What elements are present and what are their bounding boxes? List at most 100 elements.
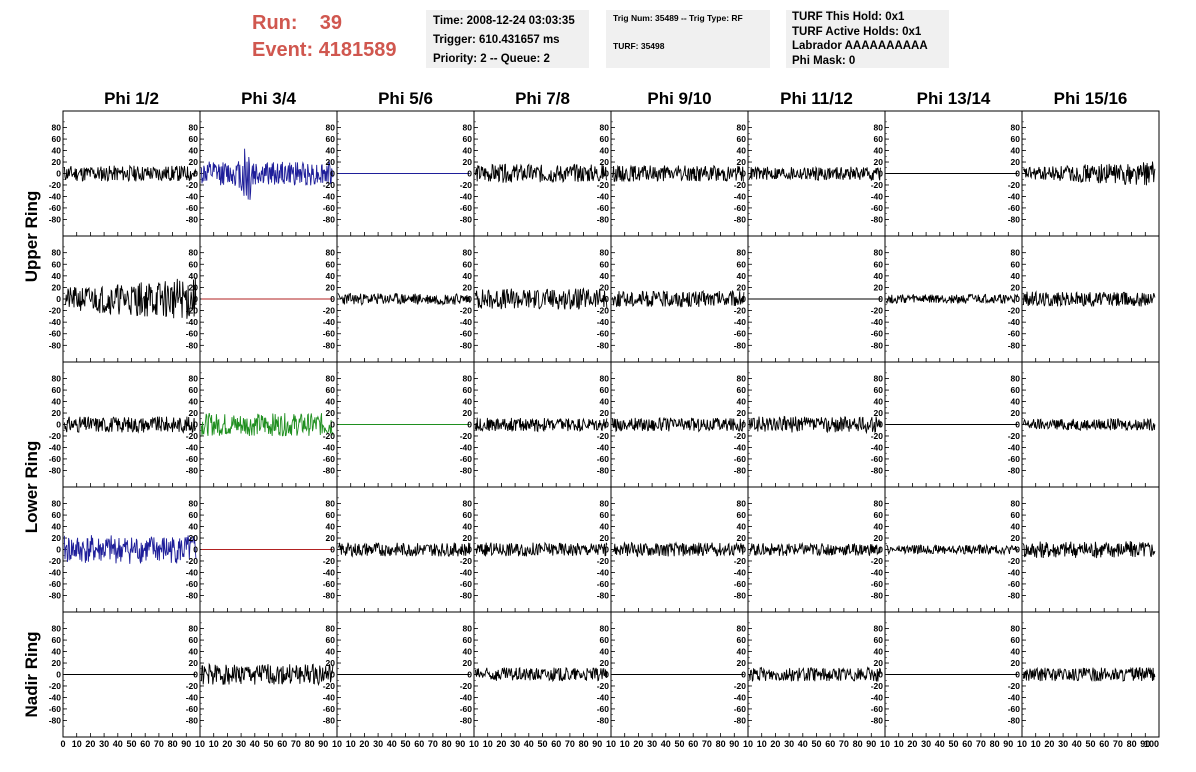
y-tick-label: -40 — [597, 692, 610, 702]
y-tick-label: -40 — [597, 567, 610, 577]
x-tick-label: 90 — [729, 739, 739, 749]
x-tick-label: 60 — [688, 739, 698, 749]
y-tick-label: -60 — [323, 454, 336, 464]
panel-frame — [747, 611, 886, 738]
y-tick-label: 80 — [737, 374, 747, 384]
y-tick-label: -20 — [460, 681, 473, 691]
y-tick-label: 80 — [874, 248, 884, 258]
y-tick-label: 40 — [600, 522, 610, 532]
y-tick-label: -60 — [49, 203, 62, 213]
waveform-trace — [474, 287, 608, 310]
y-tick-label: 20 — [600, 658, 610, 668]
y-tick-label: 60 — [1011, 635, 1021, 645]
y-tick-label: 0 — [1015, 545, 1020, 555]
y-tick-label: -60 — [734, 329, 747, 339]
y-tick-label: -80 — [871, 214, 884, 224]
y-tick-label: 20 — [737, 658, 747, 668]
y-tick-label: 80 — [874, 499, 884, 509]
x-tick-label: 10 — [195, 739, 205, 749]
y-tick-label: -20 — [1008, 306, 1021, 316]
y-tick-label: 80 — [463, 123, 473, 133]
column-header-8: Phi 15/16 — [1054, 89, 1128, 108]
y-tick-label: -80 — [597, 715, 610, 725]
y-tick-label: 60 — [600, 259, 610, 269]
x-tick-label: 70 — [428, 739, 438, 749]
y-tick-label: 40 — [1011, 271, 1021, 281]
y-tick-label: -40 — [734, 442, 747, 452]
y-tick-label: 20 — [737, 282, 747, 292]
waveform-trace — [200, 148, 334, 200]
x-tick-label: 80 — [305, 739, 315, 749]
y-tick-label: 0 — [1015, 670, 1020, 680]
y-tick-label: 80 — [1011, 374, 1021, 384]
y-tick-label: 0 — [330, 420, 335, 430]
waveform-trace — [1022, 666, 1156, 682]
y-tick-label: 80 — [737, 499, 747, 509]
y-tick-label: -20 — [871, 180, 884, 190]
y-tick-label: 40 — [463, 397, 473, 407]
y-tick-label: -60 — [734, 704, 747, 714]
y-tick-label: 40 — [737, 146, 747, 156]
y-tick-label: 60 — [737, 635, 747, 645]
column-header-6: Phi 11/12 — [780, 89, 853, 108]
y-tick-label: -80 — [49, 465, 62, 475]
turf-active-holds-text: TURF Active Holds: 0x1 — [792, 25, 922, 38]
y-tick-label: -20 — [1008, 556, 1021, 566]
y-tick-label: 20 — [463, 533, 473, 543]
y-tick-label: 80 — [1011, 248, 1021, 258]
y-tick-label: 0 — [330, 169, 335, 179]
x-tick-label: 0 — [60, 739, 65, 749]
y-tick-label: 80 — [737, 123, 747, 133]
y-tick-label: -20 — [871, 556, 884, 566]
x-tick-label: 80 — [168, 739, 178, 749]
y-tick-label: -80 — [323, 715, 336, 725]
y-tick-label: -80 — [323, 340, 336, 350]
y-tick-label: 0 — [467, 294, 472, 304]
y-tick-label: 0 — [467, 545, 472, 555]
y-tick-label: -40 — [597, 317, 610, 327]
y-tick-label: 20 — [326, 408, 336, 418]
y-tick-label: -60 — [871, 454, 884, 464]
y-tick-label: -20 — [1008, 431, 1021, 441]
run-row: Run: 39 — [252, 10, 397, 37]
x-tick-label: 50 — [674, 739, 684, 749]
y-tick-label: 40 — [189, 522, 199, 532]
y-tick-label: 40 — [189, 397, 199, 407]
y-tick-label: -20 — [323, 180, 336, 190]
y-tick-label: -40 — [734, 567, 747, 577]
waveform-trace — [63, 416, 197, 434]
waveform-trace — [748, 165, 882, 182]
y-tick-label: -20 — [323, 431, 336, 441]
x-tick-label: 90 — [181, 739, 191, 749]
y-tick-label: 40 — [463, 146, 473, 156]
y-tick-label: 80 — [463, 374, 473, 384]
y-tick-label: 60 — [874, 385, 884, 395]
y-tick-label: 40 — [737, 397, 747, 407]
time-info-panel: Time: 2008-12-24 03:03:35 Trigger: 610.4… — [426, 10, 589, 68]
y-tick-label: 60 — [600, 635, 610, 645]
y-tick-label: -40 — [323, 191, 336, 201]
x-tick-label: 40 — [1072, 739, 1082, 749]
y-tick-label: 60 — [874, 134, 884, 144]
y-tick-label: 80 — [189, 499, 199, 509]
y-tick-label: -60 — [186, 704, 199, 714]
y-tick-label: 60 — [737, 259, 747, 269]
y-tick-label: 80 — [737, 248, 747, 258]
x-tick-label: 30 — [647, 739, 657, 749]
y-tick-label: -60 — [734, 579, 747, 589]
waveform-trace — [475, 541, 608, 557]
y-tick-label: 60 — [874, 510, 884, 520]
y-tick-label: 20 — [874, 408, 884, 418]
y-tick-label: 20 — [463, 282, 473, 292]
x-tick-label: 90 — [455, 739, 465, 749]
x-tick-label: 40 — [524, 739, 534, 749]
